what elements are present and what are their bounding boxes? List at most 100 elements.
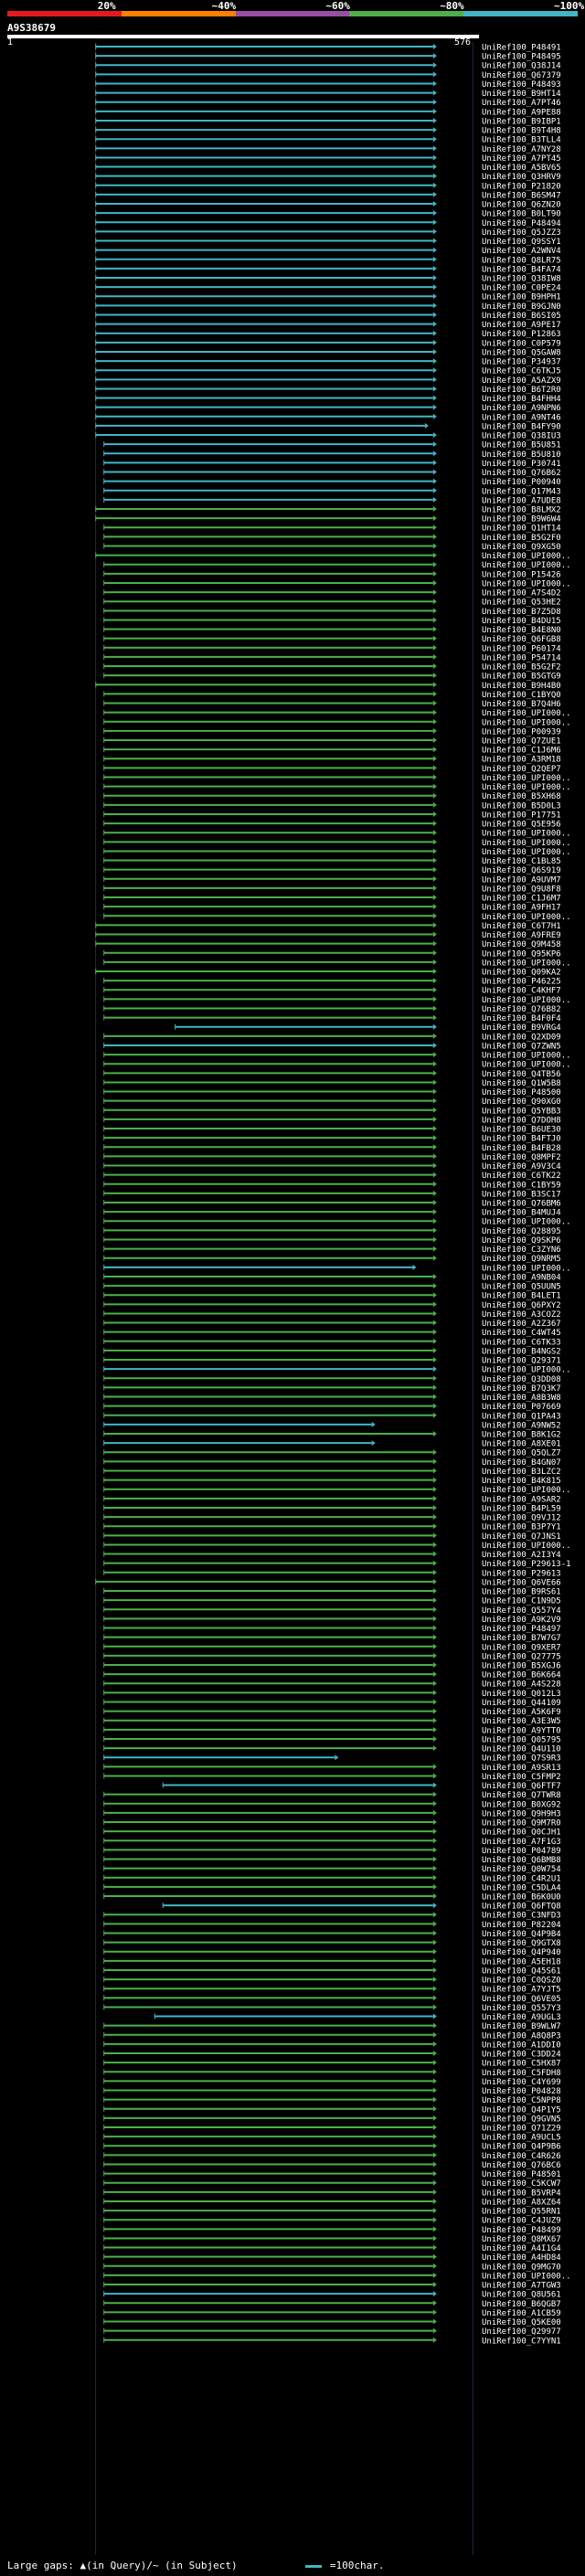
hit-label[interactable]: UniRef100_B3P7Y1 [482,1523,561,1532]
hit-label[interactable]: UniRef100_A9K2V9 [482,1616,561,1625]
hit-label[interactable]: UniRef100_UPI000.. [482,718,571,727]
hit-label[interactable]: UniRef100_C4R626 [482,2152,561,2161]
hit-label[interactable]: UniRef100_Q05795 [482,1735,561,1744]
hit-label[interactable]: UniRef100_C4R2U1 [482,1874,561,1883]
hit-label[interactable]: UniRef100_A9NW52 [482,1421,561,1430]
hit-label[interactable]: UniRef100_Q6ZN20 [482,201,561,210]
hit-label[interactable]: UniRef100_Q5YBB3 [482,1107,561,1116]
hit-label[interactable]: UniRef100_UPI000.. [482,579,571,588]
hit-label[interactable]: UniRef100_A7UDE8 [482,496,561,505]
hit-label[interactable]: UniRef100_Q8U561 [482,2291,561,2300]
hit-label[interactable]: UniRef100_B4GN07 [482,1458,561,1468]
hit-label[interactable]: UniRef100_Q2XD09 [482,1033,561,1042]
hit-label[interactable]: UniRef100_Q557Y3 [482,2004,561,2013]
hit-label[interactable]: UniRef100_Q8MPF2 [482,1153,561,1162]
hit-label[interactable]: UniRef100_Q3DD08 [482,1375,561,1384]
hit-label[interactable]: UniRef100_B8K1G2 [482,1431,561,1440]
hit-label[interactable]: UniRef100_B9VRG4 [482,1023,561,1033]
hit-label[interactable]: UniRef100_Q17M43 [482,487,561,496]
hit-label[interactable]: UniRef100_Q53HE2 [482,599,561,608]
hit-label[interactable]: UniRef100_Q6VE66 [482,1578,561,1587]
hit-label[interactable]: UniRef100_A5AZX9 [482,376,561,386]
hit-label[interactable]: UniRef100_A8XE01 [482,1440,561,1449]
hit-label[interactable]: UniRef100_A2WNV4 [482,247,561,256]
hit-label[interactable]: UniRef100_P48499 [482,2226,561,2235]
hit-label[interactable]: UniRef100_Q9GTX8 [482,1939,561,1948]
hit-label[interactable]: UniRef100_A7PT46 [482,99,561,108]
hit-label[interactable]: UniRef100_B5D0L3 [482,801,561,811]
hit-label[interactable]: UniRef100_Q9VJ12 [482,1514,561,1523]
hit-label[interactable]: UniRef100_B5U851 [482,441,561,451]
hit-label[interactable]: UniRef100_B3LZC2 [482,1468,561,1477]
hit-label[interactable]: UniRef100_P48494 [482,219,561,228]
hit-label[interactable]: UniRef100_Q7DOH8 [482,1116,561,1125]
hit-label[interactable]: UniRef100_Q44109 [482,1699,561,1708]
hit-label[interactable]: UniRef100_B4K815 [482,1477,561,1486]
hit-label[interactable]: UniRef100_Q5KE00 [482,2318,561,2327]
hit-label[interactable]: UniRef100_B9RS61 [482,1588,561,1597]
hit-label[interactable]: UniRef100_A4I1G4 [482,2244,561,2253]
hit-label[interactable]: UniRef100_Q6PXY2 [482,1301,561,1310]
hit-label[interactable]: UniRef100_B7W7G7 [482,1634,561,1643]
hit-label[interactable]: UniRef100_Q4P9B4 [482,1930,561,1939]
hit-label[interactable]: UniRef100_P30741 [482,460,561,469]
hit-label[interactable]: UniRef100_C1BL85 [482,857,561,866]
hit-label[interactable]: UniRef100_B5U810 [482,451,561,460]
hit-label[interactable]: UniRef100_UPI000.. [482,552,571,561]
hit-label[interactable]: UniRef100_B4DU15 [482,617,561,626]
hit-label[interactable]: UniRef100_A1CB59 [482,2309,561,2318]
hit-label[interactable]: UniRef100_B4E8N0 [482,626,561,635]
hit-label[interactable]: UniRef100_A7NY28 [482,145,561,154]
hit-label[interactable]: UniRef100_Q38IU3 [482,432,561,441]
hit-label[interactable]: UniRef100_Q7ZWN5 [482,1042,561,1051]
hit-label[interactable]: UniRef100_Q55RN1 [482,2208,561,2217]
hit-label[interactable]: UniRef100_C1BY59 [482,1181,561,1190]
hit-label[interactable]: UniRef100_A7TGW3 [482,2282,561,2291]
hit-label[interactable]: UniRef100_P48495 [482,53,561,62]
hit-label[interactable]: UniRef100_P07669 [482,1403,561,1412]
hit-label[interactable]: UniRef100_UPI000.. [482,774,571,783]
hit-label[interactable]: UniRef100_B6UE30 [482,1126,561,1135]
hit-label[interactable]: UniRef100_UPI000.. [482,959,571,968]
hit-label[interactable]: UniRef100_B6QGB7 [482,2300,561,2309]
hit-label[interactable]: UniRef100_Q9H9H3 [482,1809,561,1818]
hit-label[interactable]: UniRef100_Q4U110 [482,1745,561,1754]
hit-label[interactable]: UniRef100_B7Z5D8 [482,608,561,617]
hit-label[interactable]: UniRef100_C1J6M7 [482,895,561,904]
hit-label[interactable]: UniRef100_UPI000.. [482,1366,571,1375]
hit-label[interactable]: UniRef100_B4NGS2 [482,1347,561,1356]
hit-label[interactable]: UniRef100_UPI000.. [482,783,571,792]
hit-label[interactable]: UniRef100_B9WLW7 [482,2022,561,2031]
hit-label[interactable]: UniRef100_A9SR13 [482,1764,561,1773]
hit-label[interactable]: UniRef100_A5BV65 [482,164,561,173]
hit-label[interactable]: UniRef100_B6K0U0 [482,1893,561,1903]
hit-label[interactable]: UniRef100_C3NFD3 [482,1912,561,1921]
hit-label[interactable]: UniRef100_A7PT45 [482,154,561,164]
hit-label[interactable]: UniRef100_B3SC17 [482,1190,561,1199]
hit-label[interactable]: UniRef100_UPI000.. [482,1218,571,1227]
hit-label[interactable]: UniRef100_C7YYN1 [482,2337,561,2346]
hit-label[interactable]: UniRef100_C4WT45 [482,1329,561,1338]
hit-label[interactable]: UniRef100_B5G2F0 [482,534,561,543]
hit-label[interactable]: UniRef100_Q6BMB8 [482,1856,561,1865]
hit-label[interactable]: UniRef100_P21820 [482,182,561,191]
hit-label[interactable]: UniRef100_B9W6W4 [482,515,561,525]
hit-label[interactable]: UniRef100_C5FDH8 [482,2069,561,2078]
hit-label[interactable]: UniRef100_Q71Z29 [482,2125,561,2134]
hit-label[interactable]: UniRef100_A8B3W8 [482,1394,561,1403]
hit-label[interactable]: UniRef100_A3RM18 [482,756,561,765]
hit-label[interactable]: UniRef100_A5K6F9 [482,1708,561,1717]
hit-label[interactable]: UniRef100_Q0W754 [482,1865,561,1874]
hit-label[interactable]: UniRef100_A7F1G3 [482,1838,561,1847]
hit-label[interactable]: UniRef100_C5KCW7 [482,2179,561,2189]
hit-label[interactable]: UniRef100_P48491 [482,44,561,53]
hit-label[interactable]: UniRef100_B5XGJ6 [482,1662,561,1671]
hit-label[interactable]: UniRef100_UPI000.. [482,839,571,848]
hit-label[interactable]: UniRef100_P54714 [482,653,561,663]
hit-label[interactable]: UniRef100_Q5JZZ3 [482,228,561,238]
hit-label[interactable]: UniRef100_Q6VE05 [482,1995,561,2004]
hit-label[interactable]: UniRef100_B6SM47 [482,191,561,200]
hit-label[interactable]: UniRef100_C1BYQ0 [482,691,561,700]
hit-label[interactable]: UniRef100_A9YTT0 [482,1726,561,1735]
hit-label[interactable]: UniRef100_A9NB04 [482,1273,561,1282]
